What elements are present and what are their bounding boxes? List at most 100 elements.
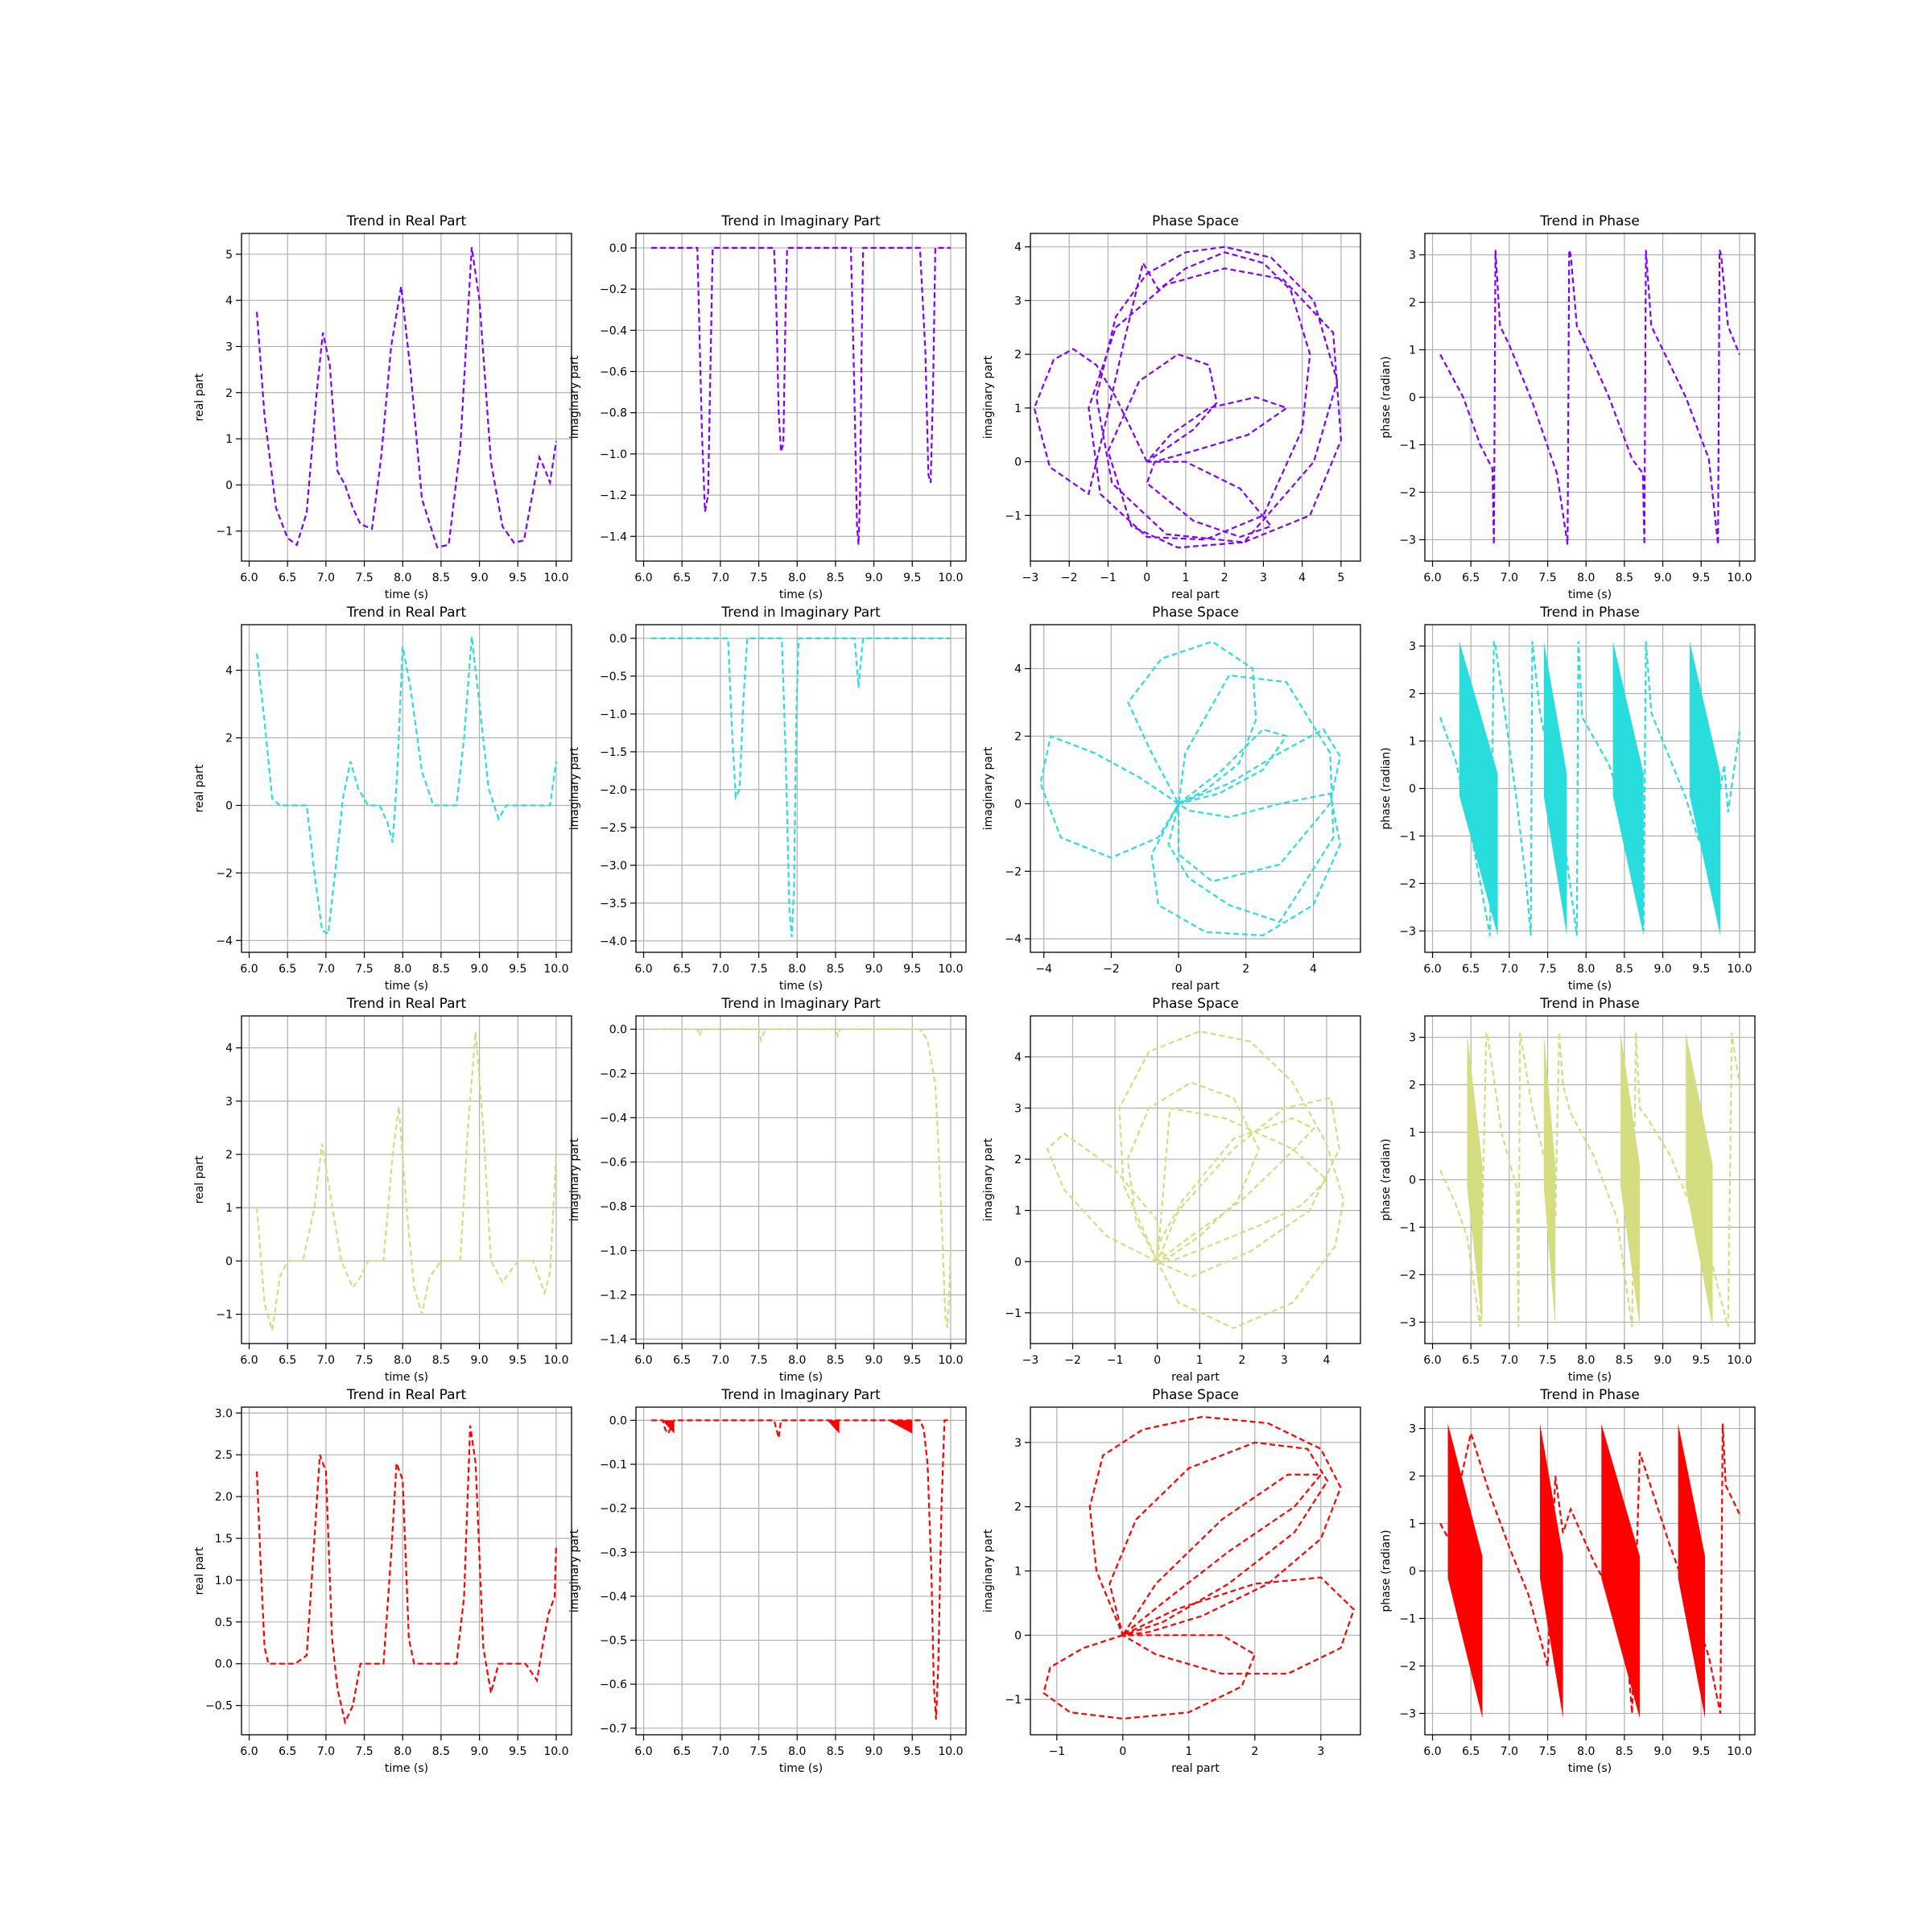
y-tick-label: 1 [1409, 345, 1416, 357]
filled-oscillation-band [1447, 1423, 1483, 1719]
y-tick-label: 1 [1409, 1518, 1416, 1531]
x-tick-label: 8.0 [1577, 963, 1595, 976]
x-tick-label: 7.5 [749, 1745, 767, 1758]
series-line [651, 637, 951, 938]
y-tick-label: 2.0 [215, 1491, 233, 1504]
x-tick-label: 9.0 [470, 1354, 488, 1367]
x-tick-label: 9.5 [903, 572, 921, 584]
y-tick-label: 0 [225, 799, 233, 812]
subplot-title: Phase Space [1152, 213, 1239, 229]
x-tick-label: 9.0 [865, 1354, 882, 1367]
y-axis-label: imaginary part [982, 1137, 995, 1221]
x-tick-label: 0 [1143, 572, 1150, 584]
series-line [1439, 641, 1740, 936]
series-line [256, 636, 557, 935]
y-tick-label: 3 [1014, 1102, 1022, 1115]
x-tick-label: 9.0 [1653, 963, 1671, 976]
y-tick-label: −1 [216, 1309, 233, 1322]
y-tick-label: 2 [1409, 297, 1416, 310]
subplot-r3-c0: 6.0 6.5 7.0 7.5 8.0 8.5 9.0 9.5 10.0 −0.5 0.0 0.5 1.… [193, 1387, 572, 1775]
x-tick-label: 9.5 [903, 1745, 921, 1758]
y-tick-label: 2 [1409, 688, 1416, 701]
x-tick-label: 7.0 [1501, 963, 1518, 976]
x-axis-label: real part [1171, 980, 1220, 993]
y-tick-label: 3.0 [215, 1407, 233, 1420]
x-tick-label: 6.0 [1423, 572, 1441, 584]
x-tick-label: 9.0 [1653, 1354, 1671, 1367]
x-tick-label: 8.5 [432, 1354, 450, 1367]
x-tick-label: 7.5 [355, 572, 373, 584]
y-tick-label: −0.4 [600, 324, 627, 337]
series-line [651, 1419, 951, 1719]
subplot-r2-c2: −3 −2 −1 0 1 2 3 4 −1 0 1 2 3 4 Phase Space real part im… [982, 996, 1361, 1384]
x-tick-label: 7.5 [749, 1354, 767, 1367]
y-tick-label: 0.0 [215, 1658, 233, 1671]
y-tick-label: −3 [1399, 925, 1416, 938]
axes-frame [1424, 1406, 1756, 1736]
x-tick-label: 6.5 [1462, 1354, 1480, 1367]
y-tick-label: −0.8 [600, 407, 627, 420]
x-tick-label: 0 [1175, 963, 1183, 976]
y-tick-label: 0.0 [609, 633, 627, 646]
y-axis-label: phase (radian) [1380, 747, 1393, 829]
x-tick-label: 9.0 [470, 963, 488, 976]
y-tick-label: −0.3 [600, 1546, 627, 1559]
x-tick-label: 10.0 [938, 963, 963, 976]
x-tick-label: 9.5 [903, 1354, 921, 1367]
x-tick-label: 4 [1298, 572, 1306, 584]
x-tick-label: 10.0 [543, 1354, 568, 1367]
y-tick-label: 1.0 [215, 1575, 233, 1587]
x-tick-label: 6.5 [1462, 1745, 1480, 1758]
x-tick-label: 8.5 [432, 963, 450, 976]
x-axis-label: real part [1171, 588, 1220, 601]
x-tick-label: 3 [1317, 1745, 1324, 1758]
subplot-title: Trend in Real Part [346, 605, 467, 621]
x-tick-label: 7.0 [712, 1354, 729, 1367]
y-tick-label: 1 [1409, 1127, 1416, 1140]
y-tick-label: 2 [225, 1149, 233, 1162]
x-tick-label: 10.0 [938, 572, 963, 584]
x-tick-label: 8.0 [394, 963, 411, 976]
y-tick-label: −0.6 [600, 366, 627, 379]
y-tick-label: −1 [216, 526, 233, 539]
x-tick-label: 8.5 [827, 1745, 844, 1758]
y-tick-label: −1.2 [600, 489, 627, 502]
series-line [256, 1425, 557, 1725]
x-tick-label: 9.5 [1692, 572, 1710, 584]
axes-frame [1030, 624, 1361, 953]
x-tick-label: 9.5 [1692, 963, 1710, 976]
x-axis-label: time (s) [779, 588, 823, 601]
y-tick-label: 3 [1409, 1032, 1416, 1045]
axes-frame [1424, 624, 1756, 953]
x-axis-label: time (s) [779, 980, 823, 993]
x-tick-label: 4 [1310, 963, 1317, 976]
x-tick-label: 8.0 [394, 572, 411, 584]
subplot-title: Trend in Real Part [346, 1387, 467, 1403]
y-tick-label: 3 [1409, 1423, 1416, 1436]
x-tick-label: 6.5 [279, 572, 296, 584]
filled-oscillation-band [1612, 641, 1644, 936]
x-tick-label: 8.0 [788, 1745, 806, 1758]
x-tick-label: 10.0 [938, 1745, 963, 1758]
x-tick-label: 2 [1242, 963, 1249, 976]
x-tick-label: 7.5 [1538, 572, 1556, 584]
subplot-r0-c2: −3 −2 −1 0 1 2 3 4 5 −1 0 1 2 3 4 Phase Space real part i… [982, 213, 1361, 601]
y-tick-label: −2.5 [600, 822, 627, 835]
subplot-title: Trend in Real Part [346, 213, 467, 229]
x-tick-label: 10.0 [543, 1745, 568, 1758]
y-axis-label: imaginary part [982, 746, 995, 830]
x-tick-label: 6.5 [673, 1354, 691, 1367]
y-tick-label: 3 [1409, 641, 1416, 654]
x-tick-label: 6.5 [673, 572, 691, 584]
y-tick-label: 2 [1409, 1471, 1416, 1484]
x-tick-label: 3 [1260, 572, 1267, 584]
x-tick-label: 6.0 [1423, 1354, 1441, 1367]
subplot-r0-c0: 6.0 6.5 7.0 7.5 8.0 8.5 9.0 9.5 10.0 −1 0 1 2 3 4 5 Tren… [193, 213, 572, 601]
y-tick-label: −1.5 [600, 746, 627, 759]
axes-frame [1030, 233, 1361, 562]
x-tick-label: 6.5 [279, 1745, 296, 1758]
x-axis-label: time (s) [1568, 588, 1612, 601]
y-axis-label: phase (radian) [1380, 356, 1393, 438]
y-tick-label: 2 [1014, 349, 1022, 361]
y-tick-label: 1 [1014, 402, 1022, 415]
